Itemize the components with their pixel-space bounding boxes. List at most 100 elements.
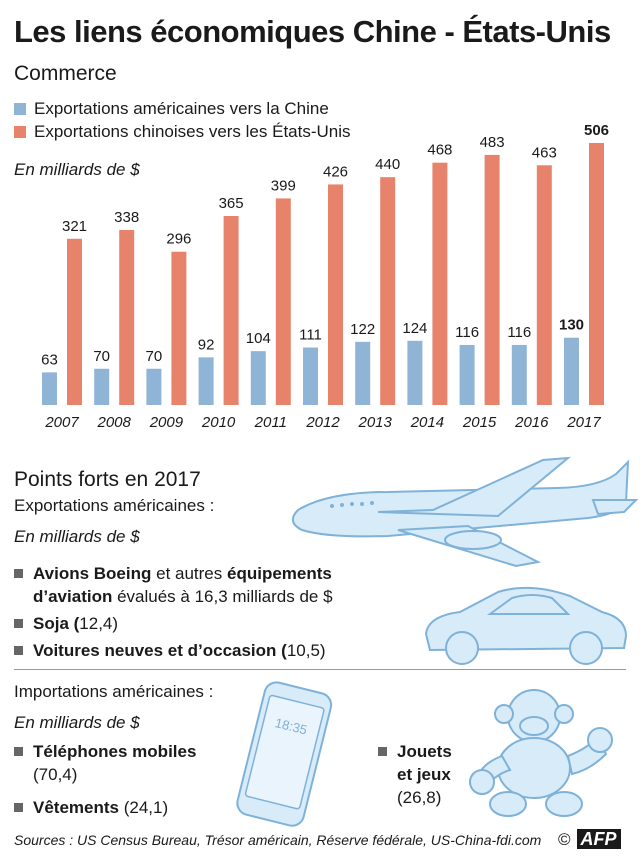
points-forts-heading: Points forts en 2017 bbox=[14, 468, 201, 491]
data-label-china-2014: 468 bbox=[427, 142, 452, 159]
data-label-us-2012: 111 bbox=[299, 327, 322, 344]
bar-us-2012 bbox=[303, 347, 318, 405]
bar-us-2007 bbox=[42, 372, 57, 405]
data-label-us-2010: 92 bbox=[198, 336, 215, 353]
x-tick-label-2013: 2013 bbox=[358, 414, 393, 431]
bullet-icon bbox=[14, 619, 23, 628]
data-label-china-2017: 506 bbox=[584, 122, 609, 139]
x-tick-label-2008: 2008 bbox=[97, 414, 132, 431]
x-tick-label-2017: 2017 bbox=[566, 414, 601, 431]
bar-us-2010 bbox=[198, 357, 214, 405]
list-item: Vêtements (24,1) bbox=[14, 796, 224, 819]
x-tick-label-2015: 2015 bbox=[462, 414, 497, 431]
afp-logo: AFP bbox=[576, 829, 621, 849]
divider bbox=[14, 669, 626, 670]
exports-list: Avions Boeing et autres équipements d’av… bbox=[14, 562, 384, 666]
x-tick-label-2012: 2012 bbox=[305, 414, 340, 431]
data-label-china-2013: 440 bbox=[375, 156, 400, 173]
x-tick-label-2016: 2016 bbox=[514, 414, 549, 431]
list-item: Avions Boeing et autres équipements d’av… bbox=[14, 562, 384, 608]
legend-item-china-exports: Exportations chinoises vers les États-Un… bbox=[14, 120, 351, 143]
legend-swatch-china bbox=[14, 125, 26, 138]
mobile-phone-icon: 18:35 bbox=[236, 681, 333, 827]
bar-china-2012 bbox=[328, 184, 343, 405]
bar-china-2016 bbox=[536, 165, 552, 405]
data-label-us-2016: 116 bbox=[507, 324, 531, 341]
bar-china-2017 bbox=[589, 143, 604, 405]
list-item-text: Jouets et jeux (26,8) bbox=[397, 742, 452, 807]
sources-text: Sources : US Census Bureau, Trésor améri… bbox=[14, 832, 542, 848]
data-label-us-2013: 122 bbox=[350, 321, 375, 338]
data-label-us-2015: 116 bbox=[455, 324, 479, 341]
chart-legend: Exportations américaines vers la Chine E… bbox=[14, 97, 351, 143]
copyright-symbol: © bbox=[558, 830, 571, 849]
data-label-china-2016: 463 bbox=[532, 144, 557, 161]
data-label-us-2014: 124 bbox=[402, 320, 427, 337]
list-item-text: Voitures neuves et d’occasion (10,5) bbox=[33, 641, 326, 660]
bar-china-2008 bbox=[119, 229, 135, 405]
data-label-us-2011: 104 bbox=[246, 330, 271, 347]
bullet-icon bbox=[14, 803, 23, 812]
data-label-us-2008: 70 bbox=[93, 348, 110, 365]
bar-us-2017 bbox=[564, 337, 579, 405]
bar-chart: 63 321 2007 70 338 2008 70 296 2009 92 365 2010 104 3… bbox=[41, 122, 609, 431]
x-tick-label-2014: 2014 bbox=[410, 414, 444, 431]
bar-china-2013 bbox=[380, 177, 396, 405]
legend-label-us: Exportations américaines vers la Chine bbox=[34, 98, 329, 118]
legend-item-us-exports: Exportations américaines vers la Chine bbox=[14, 97, 351, 120]
bullet-icon bbox=[14, 646, 23, 655]
bar-china-2014 bbox=[432, 162, 448, 405]
data-label-china-2012: 426 bbox=[323, 163, 348, 180]
bar-us-2009 bbox=[146, 368, 162, 405]
list-item: Jouets et jeux (26,8) bbox=[378, 740, 478, 809]
data-label-china-2008: 338 bbox=[114, 209, 139, 226]
bullet-icon bbox=[14, 747, 23, 756]
list-item-text: Téléphones mobiles (70,4) bbox=[33, 742, 197, 784]
imports-unit: En milliards de $ bbox=[14, 713, 140, 732]
bar-us-2016 bbox=[511, 344, 527, 405]
data-label-china-2010: 365 bbox=[219, 195, 244, 212]
data-label-china-2011: 399 bbox=[271, 177, 296, 194]
list-item-text: Vêtements (24,1) bbox=[33, 798, 169, 817]
x-tick-label-2010: 2010 bbox=[201, 414, 236, 431]
commerce-heading: Commerce bbox=[14, 62, 117, 85]
page-title: Les liens économiques Chine - États-Unis bbox=[14, 14, 611, 49]
legend-label-china: Exportations chinoises vers les États-Un… bbox=[34, 121, 351, 141]
bar-us-2011 bbox=[250, 351, 266, 405]
bar-china-2015 bbox=[484, 154, 500, 405]
imports-clothes: Vêtements (24,1) bbox=[14, 796, 224, 823]
bar-china-2009 bbox=[171, 251, 187, 405]
imports-phones: Téléphones mobiles (70,4) bbox=[14, 740, 224, 790]
legend-swatch-us bbox=[14, 102, 26, 115]
chart-unit: En milliards de $ bbox=[14, 160, 140, 179]
exports-unit: En milliards de $ bbox=[14, 527, 140, 546]
x-tick-label-2007: 2007 bbox=[44, 414, 79, 431]
x-tick-label-2011: 2011 bbox=[254, 414, 287, 431]
data-label-china-2009: 296 bbox=[166, 231, 191, 248]
bar-us-2008 bbox=[94, 368, 110, 405]
exports-heading: Exportations américaines : bbox=[14, 496, 215, 515]
bullet-icon bbox=[378, 747, 387, 756]
bar-us-2015 bbox=[459, 344, 475, 405]
data-label-us-2009: 70 bbox=[146, 348, 163, 365]
data-label-china-2007: 321 bbox=[62, 218, 87, 235]
list-item: Voitures neuves et d’occasion (10,5) bbox=[14, 639, 384, 662]
list-item-text: Avions Boeing et autres équipements d’av… bbox=[33, 564, 333, 606]
car-icon bbox=[424, 586, 628, 665]
data-label-us-2007: 63 bbox=[41, 351, 58, 368]
toy-monkey-icon bbox=[469, 689, 613, 817]
list-item-text: Soja (12,4) bbox=[33, 614, 119, 633]
bar-china-2007 bbox=[67, 238, 82, 405]
bullet-icon bbox=[14, 569, 23, 578]
airplane-icon bbox=[291, 456, 639, 568]
list-item: Soja (12,4) bbox=[14, 612, 384, 635]
data-label-china-2015: 483 bbox=[480, 134, 505, 151]
afp-credit: © AFP bbox=[558, 829, 621, 850]
data-label-us-2017: 130 bbox=[559, 317, 584, 334]
x-tick-label-2009: 2009 bbox=[149, 414, 184, 431]
bar-china-2010 bbox=[223, 216, 239, 405]
imports-toys: Jouets et jeux (26,8) bbox=[378, 740, 478, 813]
bar-china-2011 bbox=[275, 198, 291, 405]
bar-us-2014 bbox=[407, 340, 423, 405]
imports-heading: Importations américaines : bbox=[14, 682, 214, 701]
